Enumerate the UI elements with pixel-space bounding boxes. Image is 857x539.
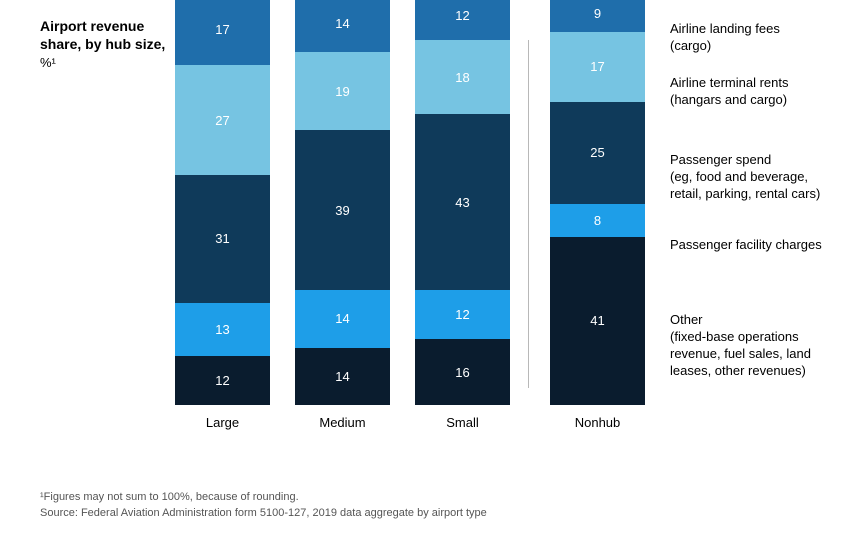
seg-passenger-spend: 31: [175, 175, 270, 302]
seg-landing-fees: 9: [550, 0, 645, 32]
chart-title: Airport revenue share, by hub size,: [40, 18, 170, 53]
legend-line2: (cargo): [670, 38, 840, 55]
seg-facility-charges: 13: [175, 303, 270, 356]
group-divider: [528, 40, 529, 388]
seg-terminal-rents: 17: [550, 32, 645, 102]
bar-medium: 14 19 39 14 14 Medium: [295, 0, 390, 430]
legend-line1: Other: [670, 312, 840, 329]
seg-terminal-rents: 18: [415, 40, 510, 114]
seg-facility-charges: 14: [295, 290, 390, 347]
legend-item-terminal-rents: Airline terminal rents (hangars and carg…: [670, 75, 840, 109]
footnote-line2: Source: Federal Aviation Administration …: [40, 506, 487, 521]
seg-other: 12: [175, 356, 270, 405]
legend-line1: Passenger spend: [670, 152, 840, 169]
legend-line1: Passenger facility charges: [670, 237, 840, 254]
seg-other: 16: [415, 339, 510, 405]
bar-stack: 14 19 39 14 14: [295, 0, 390, 405]
seg-terminal-rents: 27: [175, 65, 270, 176]
chart-unit: %¹: [40, 55, 170, 70]
legend-line1: Airline landing fees: [670, 21, 840, 38]
legend-item-landing-fees: Airline landing fees (cargo): [670, 21, 840, 55]
seg-passenger-spend: 25: [550, 102, 645, 205]
legend-line1: Airline terminal rents: [670, 75, 840, 92]
bar-stack: 12 18 43 12 16: [415, 0, 510, 405]
bar-label: Large: [175, 415, 270, 430]
legend-item-facility-charges: Passenger facility charges: [670, 237, 840, 254]
seg-terminal-rents: 19: [295, 52, 390, 130]
bar-small: 12 18 43 12 16 Small: [415, 0, 510, 430]
legend-item-passenger-spend: Passenger spend (eg, food and beverage, …: [670, 152, 840, 203]
footnote-line1: ¹Figures may not sum to 100%, because of…: [40, 490, 487, 505]
seg-landing-fees: 14: [295, 0, 390, 52]
footnote: ¹Figures may not sum to 100%, because of…: [40, 490, 487, 521]
legend: Airline landing fees (cargo) Airline ter…: [670, 20, 840, 430]
seg-other: 14: [295, 348, 390, 405]
bar-large: 17 27 31 13 12 Large: [175, 0, 270, 430]
seg-facility-charges: 8: [550, 204, 645, 237]
seg-landing-fees: 12: [415, 0, 510, 40]
chart-area: 17 27 31 13 12 Large 14 19 39 14 14 Medi…: [175, 20, 575, 460]
seg-facility-charges: 12: [415, 290, 510, 339]
chart-title-block: Airport revenue share, by hub size, %¹: [40, 18, 170, 70]
legend-line2: (fixed-base operations revenue, fuel sal…: [670, 329, 840, 380]
legend-line2: (eg, food and beverage, retail, parking,…: [670, 169, 840, 203]
legend-line2: (hangars and cargo): [670, 92, 840, 109]
legend-item-other: Other (fixed-base operations revenue, fu…: [670, 312, 840, 380]
bar-stack: 9 17 25 8 41: [550, 0, 645, 405]
bar-nonhub: 9 17 25 8 41 Nonhub: [550, 0, 645, 430]
seg-other: 41: [550, 237, 645, 405]
bar-label: Medium: [295, 415, 390, 430]
seg-passenger-spend: 39: [295, 130, 390, 290]
bar-label: Nonhub: [550, 415, 645, 430]
seg-landing-fees: 17: [175, 0, 270, 65]
bar-stack: 17 27 31 13 12: [175, 0, 270, 405]
seg-passenger-spend: 43: [415, 114, 510, 290]
bar-label: Small: [415, 415, 510, 430]
